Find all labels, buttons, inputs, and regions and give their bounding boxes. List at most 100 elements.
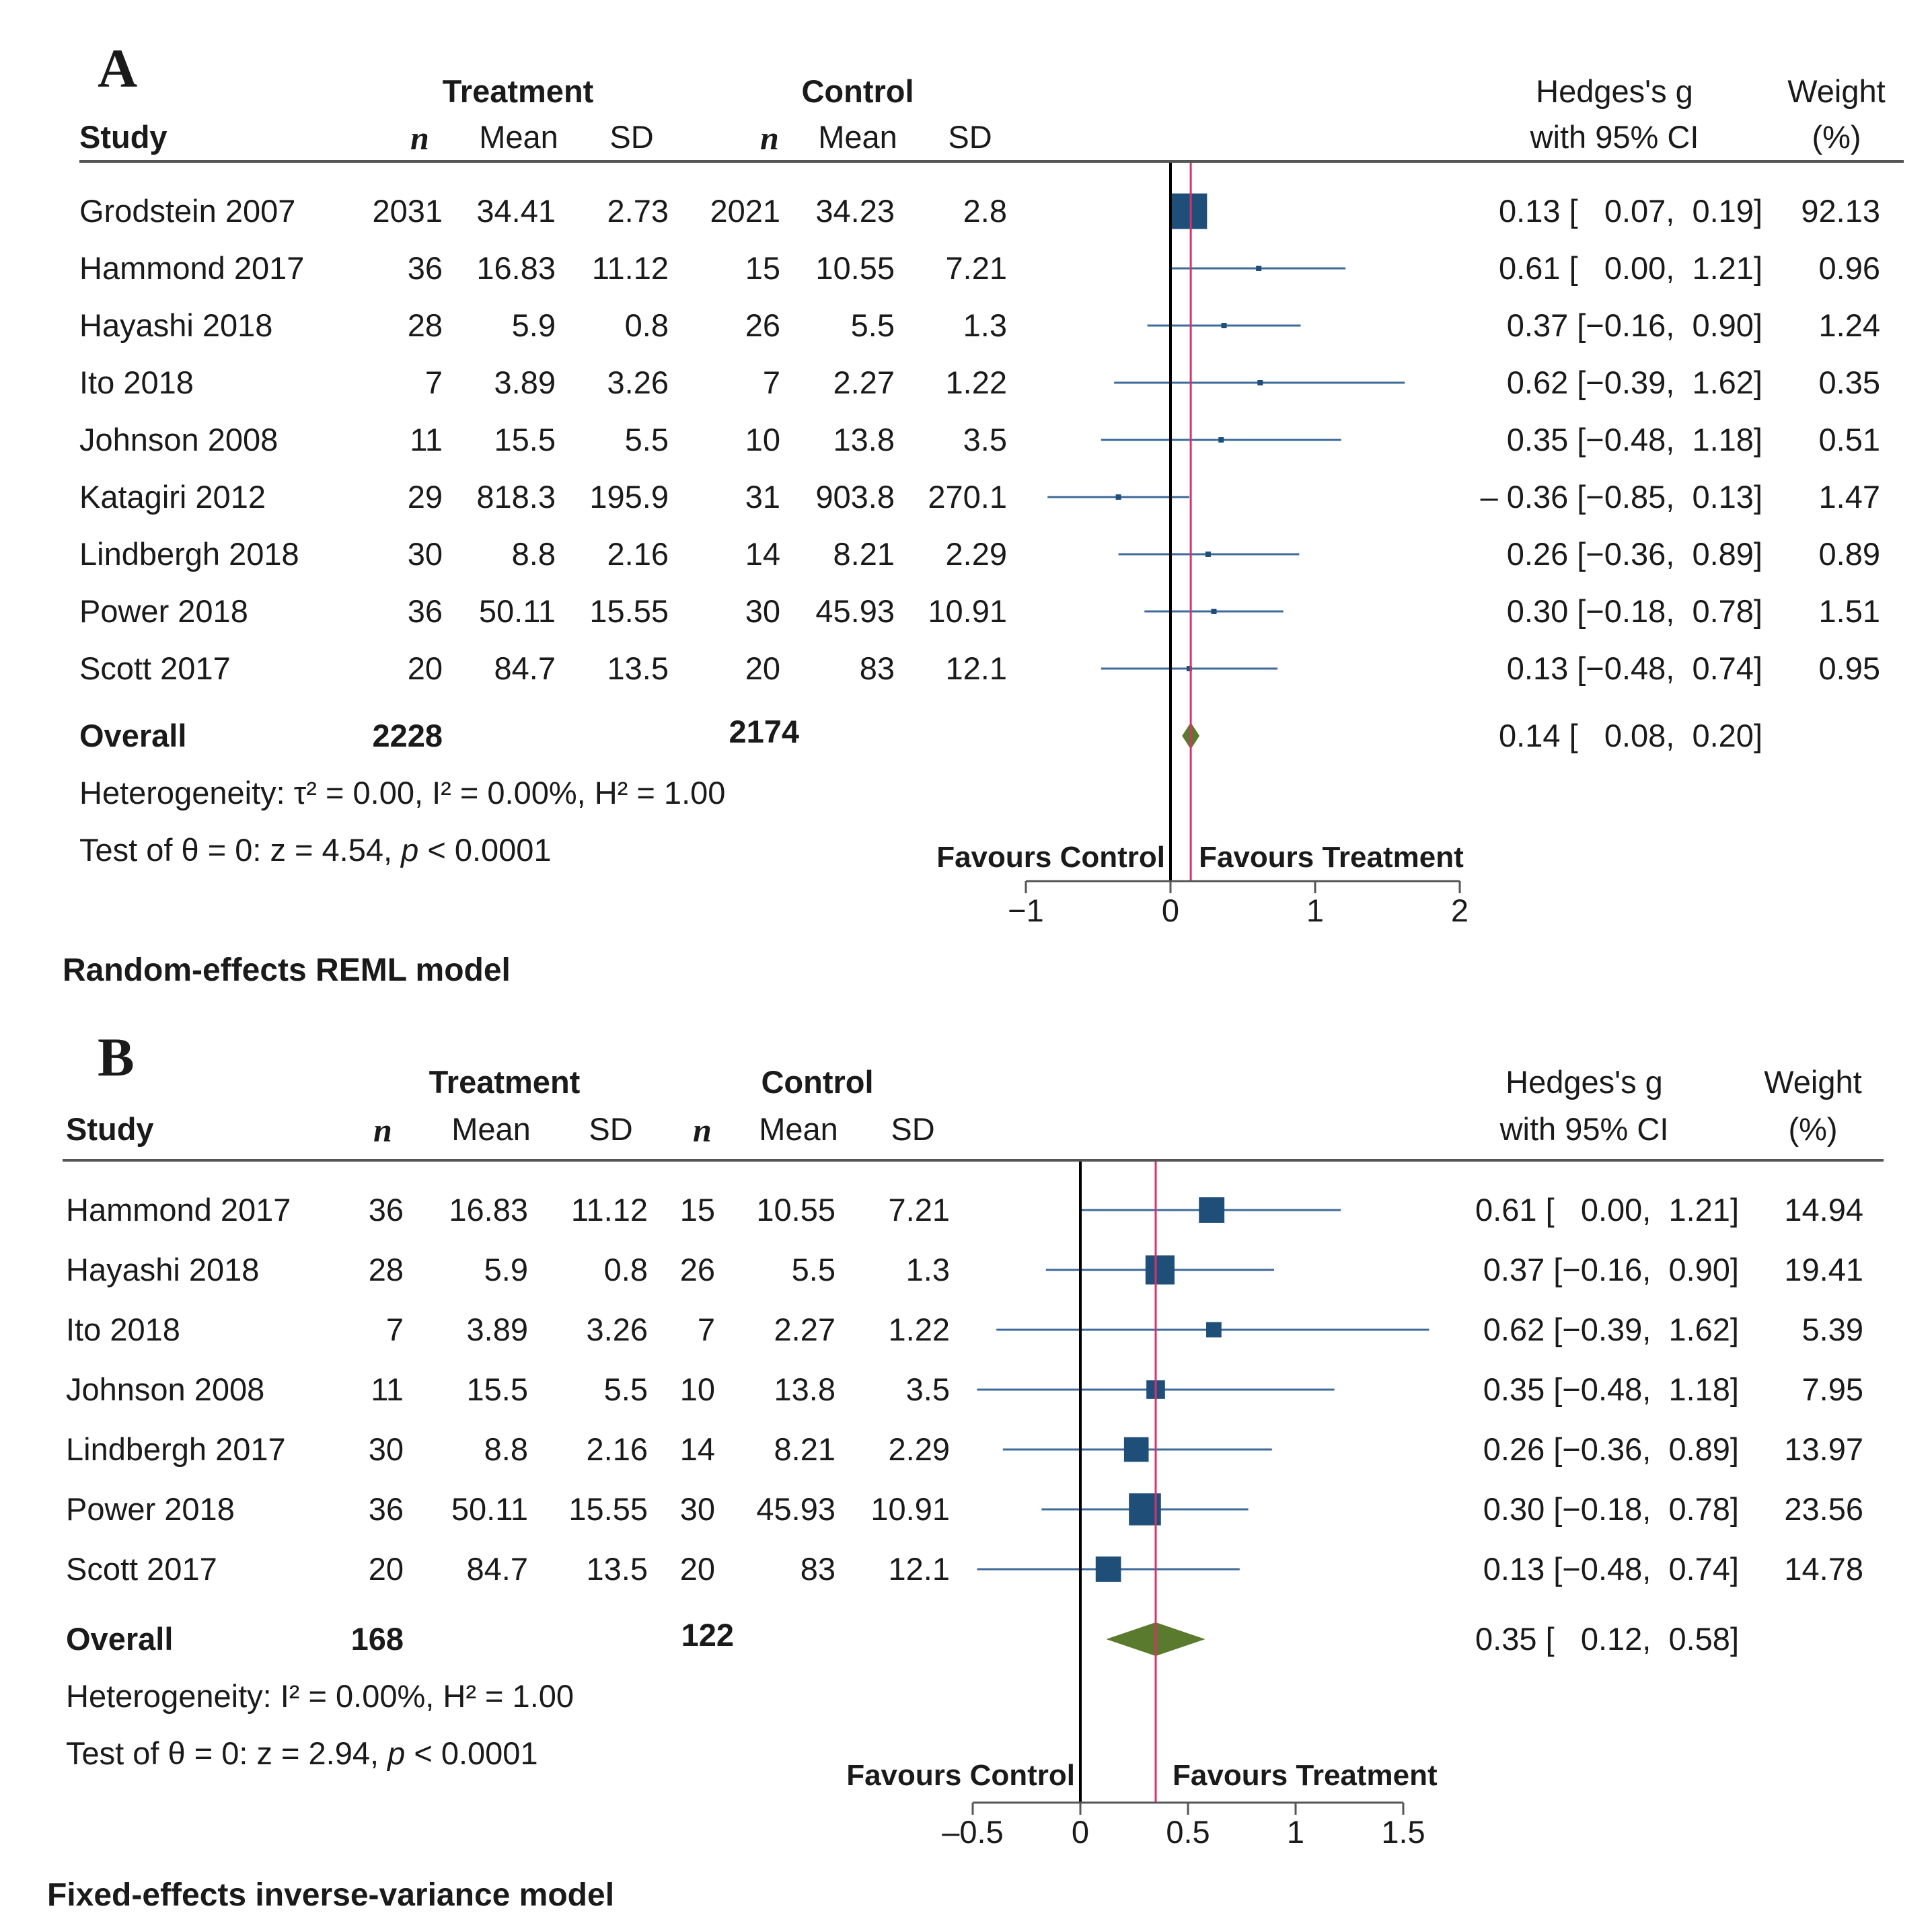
- control-n: 26: [745, 307, 780, 343]
- treatment-n: 20: [368, 1551, 404, 1587]
- study-name: Ito 2018: [66, 1312, 180, 1347]
- overall-label: Overall: [66, 1621, 174, 1657]
- panel-letter: B: [98, 1026, 135, 1088]
- study-marker: [1171, 193, 1208, 229]
- control-n: 15: [679, 1192, 715, 1228]
- treatment-mean: 84.7: [494, 650, 556, 686]
- control-sd: 1.22: [888, 1312, 950, 1347]
- weight-value: 92.13: [1801, 193, 1880, 229]
- treatment-mean: 15.5: [494, 422, 556, 457]
- control-sd: 12.1: [888, 1551, 950, 1587]
- treatment-n: 11: [371, 1371, 404, 1407]
- study-name: Ito 2018: [79, 365, 194, 400]
- control-sd: 12.1: [945, 650, 1007, 686]
- effect-ci-value: 0.30 [−0.18, 0.78]: [1506, 593, 1762, 629]
- weight-value: 14.78: [1784, 1551, 1863, 1587]
- effect-ci-value: 0.13 [−0.48, 0.74]: [1506, 650, 1762, 686]
- study-marker: [1256, 266, 1262, 271]
- control-sd: 270.1: [928, 479, 1007, 515]
- control-n-header: n: [693, 1111, 712, 1149]
- x-tick-label: 1: [1306, 893, 1325, 928]
- weight-subheader: (%): [1788, 1111, 1838, 1147]
- effect-ci-value: 0.30 [−0.18, 0.78]: [1483, 1491, 1739, 1527]
- study-marker: [1115, 494, 1121, 500]
- control-sd: 3.5: [905, 1371, 950, 1407]
- control-mean: 13.8: [833, 422, 895, 457]
- overall-control-n: 2174: [729, 714, 799, 749]
- control-n: 20: [679, 1551, 715, 1587]
- control-n: 7: [697, 1312, 715, 1347]
- control-n: 7: [762, 365, 780, 400]
- treatment-sd: 0.8: [603, 1252, 648, 1287]
- control-group-header: Control: [801, 73, 914, 109]
- study-marker: [1145, 1255, 1175, 1285]
- study-marker: [1095, 1556, 1121, 1582]
- control-n-header: n: [760, 119, 779, 157]
- control-sd: 10.91: [870, 1491, 950, 1527]
- treatment-sd: 15.55: [568, 1491, 648, 1527]
- control-sd: 2.29: [945, 536, 1007, 572]
- control-n: 10: [679, 1371, 715, 1407]
- control-n: 15: [745, 250, 780, 286]
- control-mean: 34.23: [815, 193, 895, 229]
- control-n: 10: [745, 422, 780, 457]
- treatment-mean: 3.89: [494, 365, 556, 400]
- effect-ci-value: 0.37 [−0.16, 0.90]: [1483, 1252, 1739, 1287]
- treatment-mean: 3.89: [466, 1312, 528, 1347]
- weight-value: 1.51: [1818, 593, 1880, 629]
- control-sd-header: SD: [948, 119, 992, 155]
- control-sd: 7.21: [888, 1192, 950, 1228]
- treatment-n: 36: [368, 1192, 404, 1228]
- weight-value: 0.51: [1818, 422, 1880, 457]
- treatment-n-header: n: [373, 1111, 392, 1149]
- heterogeneity-text: Heterogeneity: τ² = 0.00, I² = 0.00%, H²…: [79, 775, 726, 811]
- control-sd: 1.22: [945, 365, 1007, 400]
- weight-subheader: (%): [1812, 119, 1861, 155]
- study-name: Johnson 2008: [79, 422, 278, 457]
- treatment-sd: 2.16: [607, 536, 669, 572]
- test-statistic-text: Test of θ = 0: z = 2.94, p < 0.0001: [66, 1737, 538, 1769]
- study-column-header: Study: [66, 1111, 154, 1147]
- study-name: Scott 2017: [66, 1551, 217, 1587]
- control-mean: 13.8: [774, 1371, 835, 1407]
- study-name: Hayashi 2018: [79, 307, 273, 343]
- treatment-group-header: Treatment: [429, 1064, 581, 1100]
- study-marker: [1206, 1322, 1222, 1338]
- study-name: Hammond 2017: [79, 250, 305, 286]
- treatment-mean: 50.11: [478, 593, 556, 629]
- overall-control-n: 122: [681, 1617, 734, 1653]
- weight-value: 14.94: [1784, 1192, 1863, 1228]
- weight-value: 13.97: [1784, 1431, 1863, 1467]
- weight-value: 23.56: [1784, 1491, 1863, 1527]
- study-marker: [1257, 380, 1263, 385]
- x-tick-label: −1: [1008, 893, 1044, 928]
- effect-ci-value: 0.62 [−0.39, 1.62]: [1506, 365, 1762, 400]
- control-mean: 8.21: [833, 536, 895, 572]
- weight-header: Weight: [1787, 73, 1886, 109]
- x-tick-label: 1: [1286, 1814, 1305, 1850]
- x-tick-label: 0.5: [1166, 1814, 1210, 1850]
- treatment-sd: 11.12: [591, 250, 669, 286]
- control-mean-header: Mean: [759, 1111, 838, 1147]
- control-sd: 3.5: [963, 422, 1007, 457]
- control-mean: 83: [800, 1551, 835, 1587]
- treatment-sd: 0.8: [624, 307, 669, 343]
- treatment-n: 7: [424, 365, 443, 400]
- treatment-n-header: n: [410, 119, 429, 157]
- overall-treatment-n: 2228: [372, 718, 443, 753]
- treatment-sd: 3.26: [586, 1312, 648, 1347]
- control-sd: 2.8: [963, 193, 1007, 229]
- treatment-n: 28: [368, 1252, 404, 1287]
- control-sd: 10.91: [928, 593, 1007, 629]
- control-group-header: Control: [761, 1064, 874, 1100]
- effect-ci-value: 0.61 [ 0.00, 1.21]: [1499, 250, 1762, 286]
- treatment-mean: 8.8: [511, 536, 556, 572]
- treatment-n: 7: [385, 1312, 404, 1347]
- overall-effect-ci: 0.14 [ 0.08, 0.20]: [1499, 718, 1762, 753]
- control-mean: 45.93: [815, 593, 895, 629]
- study-marker: [1221, 323, 1227, 328]
- control-sd: 2.29: [888, 1431, 950, 1467]
- study-marker: [1123, 1437, 1149, 1462]
- test-p-symbol: p: [401, 832, 419, 868]
- control-mean-header: Mean: [818, 119, 897, 155]
